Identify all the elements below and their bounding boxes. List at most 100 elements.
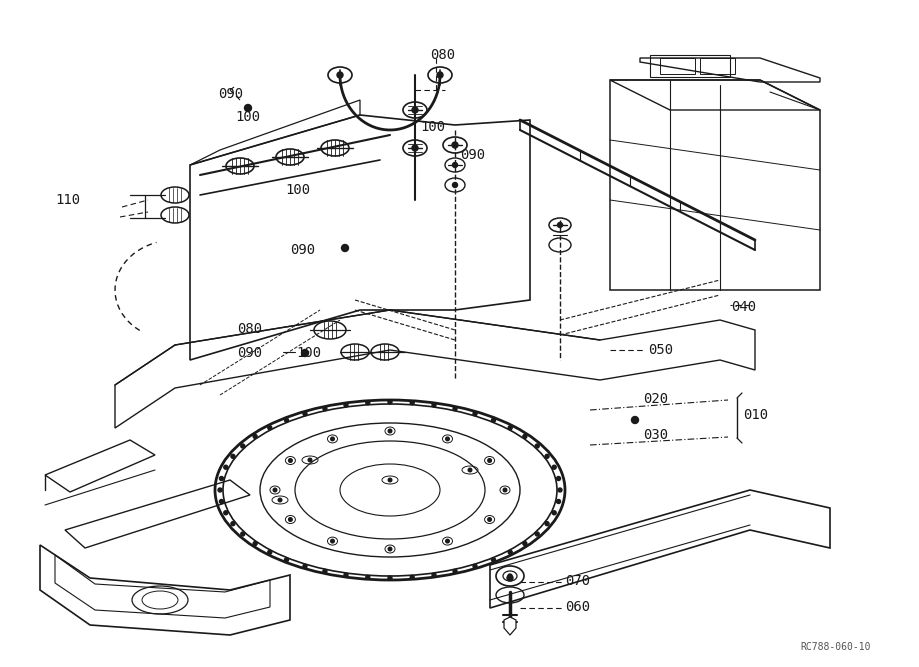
Circle shape	[323, 407, 327, 411]
Circle shape	[410, 575, 414, 579]
Circle shape	[523, 542, 527, 546]
Text: 090: 090	[460, 148, 485, 162]
Circle shape	[508, 550, 512, 554]
Circle shape	[388, 400, 392, 404]
Circle shape	[453, 570, 457, 574]
Circle shape	[453, 407, 457, 411]
Circle shape	[412, 145, 418, 151]
Circle shape	[468, 468, 471, 472]
Circle shape	[253, 434, 257, 438]
Text: 090: 090	[290, 243, 315, 257]
Circle shape	[535, 532, 539, 536]
Circle shape	[285, 558, 289, 562]
Circle shape	[231, 522, 235, 526]
Circle shape	[289, 518, 292, 522]
Circle shape	[631, 416, 639, 424]
Circle shape	[473, 412, 477, 416]
Circle shape	[473, 564, 477, 568]
Circle shape	[523, 434, 527, 438]
Circle shape	[437, 72, 443, 78]
Circle shape	[446, 540, 449, 543]
Circle shape	[344, 573, 348, 577]
Text: 060: 060	[565, 600, 590, 614]
Circle shape	[301, 350, 309, 356]
Text: 080: 080	[237, 322, 262, 336]
Bar	[700, 58, 735, 74]
Circle shape	[488, 518, 492, 522]
Text: 030: 030	[643, 428, 668, 442]
Text: 110: 110	[55, 193, 80, 207]
Circle shape	[552, 465, 556, 469]
Circle shape	[366, 575, 369, 579]
Circle shape	[504, 488, 506, 492]
Circle shape	[366, 401, 369, 405]
Circle shape	[289, 459, 292, 462]
Circle shape	[220, 476, 223, 480]
Circle shape	[231, 454, 235, 458]
Circle shape	[545, 454, 549, 458]
Text: 020: 020	[643, 392, 668, 406]
Circle shape	[273, 488, 277, 492]
Text: 090: 090	[237, 346, 262, 360]
Circle shape	[492, 418, 495, 422]
Circle shape	[285, 418, 289, 422]
Circle shape	[278, 498, 282, 502]
Bar	[660, 58, 695, 74]
Text: 100: 100	[296, 346, 321, 360]
Circle shape	[388, 478, 391, 482]
Circle shape	[452, 183, 458, 187]
Circle shape	[507, 575, 513, 581]
Circle shape	[244, 105, 252, 111]
Text: 080: 080	[430, 48, 455, 62]
Circle shape	[508, 574, 512, 578]
Circle shape	[241, 532, 244, 536]
Circle shape	[267, 550, 272, 554]
Circle shape	[488, 459, 492, 462]
Circle shape	[323, 570, 327, 574]
Circle shape	[492, 558, 495, 562]
Text: RC788-060-10: RC788-060-10	[800, 642, 870, 652]
Circle shape	[388, 576, 392, 580]
Text: 050: 050	[648, 343, 673, 357]
Text: 070: 070	[565, 574, 590, 588]
Circle shape	[224, 511, 228, 515]
Circle shape	[253, 542, 257, 546]
Circle shape	[446, 437, 449, 441]
Circle shape	[452, 142, 458, 148]
Circle shape	[342, 245, 348, 251]
Circle shape	[224, 465, 228, 469]
Circle shape	[241, 444, 244, 448]
Circle shape	[412, 107, 418, 113]
Circle shape	[452, 163, 458, 167]
Circle shape	[432, 573, 436, 577]
Circle shape	[303, 564, 307, 568]
Text: 090: 090	[218, 87, 244, 101]
Circle shape	[545, 522, 549, 526]
Bar	[650, 55, 730, 77]
Text: 100: 100	[285, 183, 310, 197]
Circle shape	[331, 540, 335, 543]
Circle shape	[303, 412, 307, 416]
Circle shape	[218, 488, 222, 492]
Circle shape	[535, 444, 539, 448]
Circle shape	[508, 426, 512, 430]
Circle shape	[388, 547, 391, 551]
Circle shape	[388, 429, 391, 433]
Text: 010: 010	[743, 408, 768, 422]
Text: 040: 040	[731, 300, 756, 314]
Circle shape	[552, 511, 556, 515]
Circle shape	[267, 426, 272, 430]
Text: 100: 100	[235, 110, 260, 124]
Text: 100: 100	[420, 120, 445, 134]
Circle shape	[558, 488, 562, 492]
Circle shape	[557, 476, 561, 480]
Circle shape	[558, 223, 562, 227]
Circle shape	[557, 500, 561, 504]
Circle shape	[344, 403, 348, 407]
Circle shape	[337, 72, 343, 78]
Circle shape	[308, 458, 312, 462]
Circle shape	[220, 500, 223, 504]
Polygon shape	[504, 617, 516, 635]
Circle shape	[331, 437, 335, 441]
Circle shape	[410, 401, 414, 405]
